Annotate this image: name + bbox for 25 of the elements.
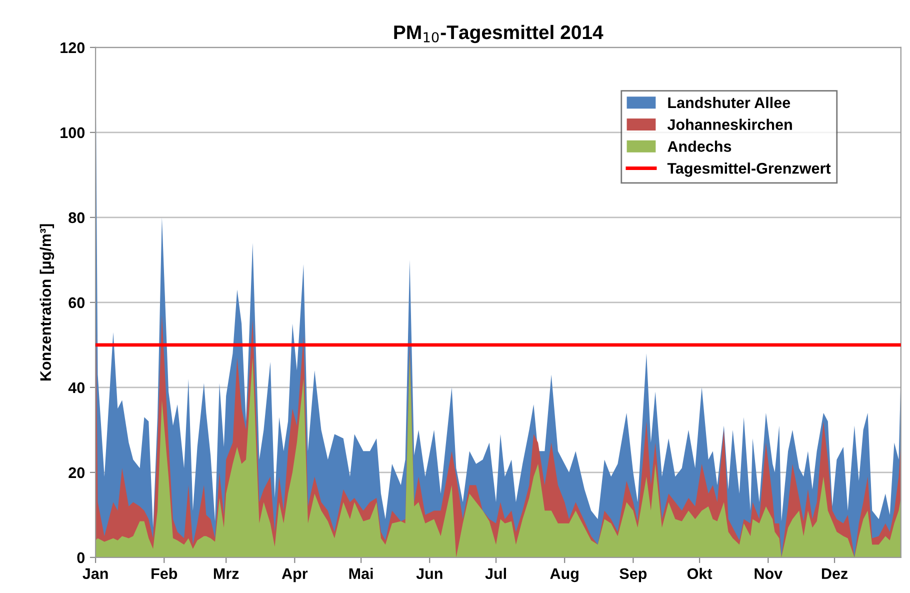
x-tick-label: Jun — [416, 568, 442, 580]
legend-label: Johanneskirchen — [667, 118, 792, 130]
x-tick-label: Sep — [620, 568, 647, 582]
x-tick-label: Dez — [822, 568, 848, 580]
x-tick-label: Jan — [82, 568, 108, 580]
y-axis-title: Konzentration [µg/m³] — [40, 224, 54, 380]
y-tick-label: 20 — [68, 467, 85, 478]
x-tick-label: Okt — [687, 568, 712, 580]
y-tick-label: 0 — [77, 552, 85, 564]
legend-label: Tagesmittel-Grenzwert — [667, 162, 831, 177]
y-tick-label: 60 — [68, 297, 85, 308]
x-tick-label: Jul — [485, 568, 506, 580]
legend-label: Landshuter Allee — [668, 96, 790, 108]
legend-label: Andechs — [668, 140, 732, 152]
x-tick-label: Aug — [550, 568, 578, 582]
y-tick-label: 120 — [60, 42, 85, 54]
y-tick-label: 40 — [68, 382, 85, 394]
x-tick-label: Nov — [754, 568, 783, 580]
y-tick-label: 80 — [68, 212, 85, 224]
x-tick-label: Mai — [349, 568, 373, 580]
x-tick-label: Mrz — [214, 568, 239, 579]
y-tick-label: 100 — [60, 127, 85, 138]
x-tick-label: Apr — [282, 568, 308, 582]
x-tick-label: Feb — [152, 568, 178, 580]
chart-title: PM$_{10}$-Tagesmittel 2014 — [394, 24, 604, 44]
